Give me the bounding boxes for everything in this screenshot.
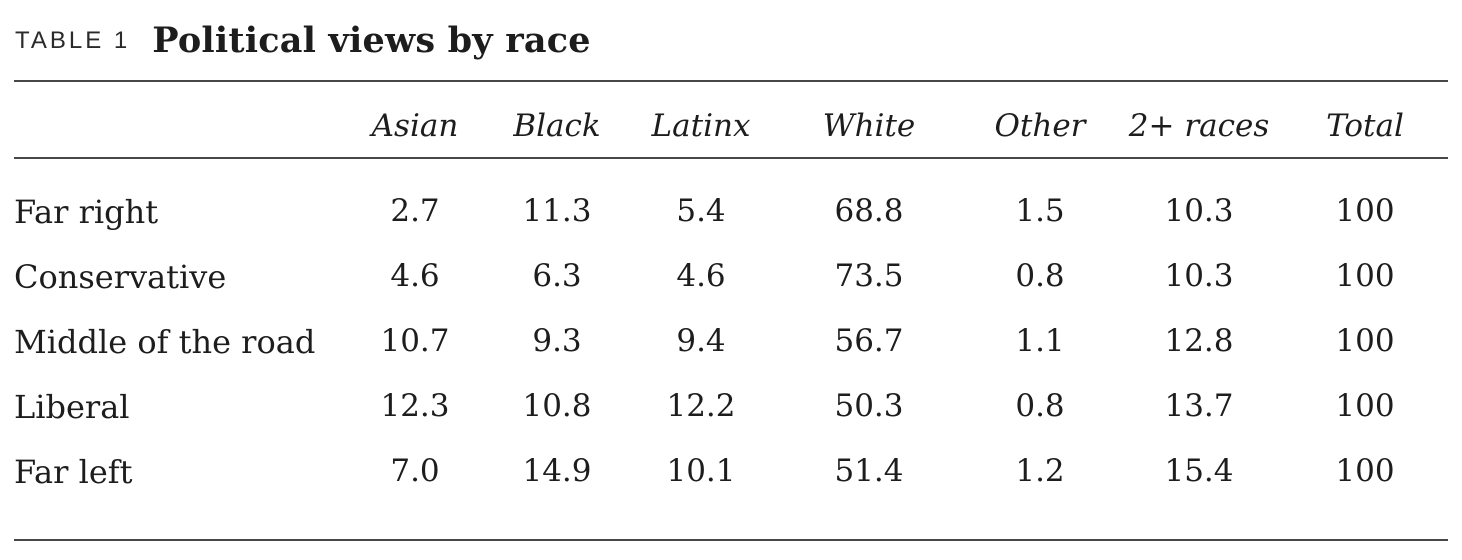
cell-middle-of-the-road-asian: 10.7 xyxy=(380,323,450,359)
cell-far-right-asian: 2.7 xyxy=(390,193,440,229)
column-header-asian: Asian xyxy=(371,108,459,144)
cell-far-left-total: 100 xyxy=(1335,453,1395,489)
cell-liberal-white: 50.3 xyxy=(834,388,904,424)
cell-far-right-white: 68.8 xyxy=(834,193,904,229)
row-label-far-left: Far left xyxy=(14,452,133,491)
cell-conservative-latinx: 4.6 xyxy=(676,258,726,294)
cell-far-left-2-races: 15.4 xyxy=(1164,453,1234,489)
column-header-white: White xyxy=(822,108,916,144)
cell-far-left-latinx: 10.1 xyxy=(666,453,736,489)
cell-liberal-black: 10.8 xyxy=(522,388,592,424)
cell-far-right-2-races: 10.3 xyxy=(1164,193,1234,229)
column-header-other: Other xyxy=(994,108,1086,144)
table-number-label: TABLE 1 xyxy=(15,27,131,54)
cell-far-left-asian: 7.0 xyxy=(390,453,440,489)
row-label-liberal: Liberal xyxy=(14,387,130,426)
cell-middle-of-the-road-2-races: 12.8 xyxy=(1164,323,1234,359)
cell-liberal-latinx: 12.2 xyxy=(666,388,736,424)
table-row-middle-of-the-road: Middle of the road 10.7 9.3 9.4 56.7 1.1 12.8 1… xyxy=(14,309,1448,374)
column-header-latinx: Latinx xyxy=(651,108,751,144)
row-label-far-right: Far right xyxy=(14,192,159,231)
table-row-conservative: Conservative 4.6 6.3 4.6 73.5 0.8 10.3 100 xyxy=(14,244,1448,309)
column-header-2-races: 2+ races xyxy=(1128,108,1270,144)
row-label-middle-of-the-road: Middle of the road xyxy=(14,322,316,361)
table-row-liberal: Liberal 12.3 10.8 12.2 50.3 0.8 13.7 100 xyxy=(14,374,1448,439)
cell-far-right-other: 1.5 xyxy=(1015,193,1065,229)
cell-far-right-black: 11.3 xyxy=(522,193,592,229)
row-label-conservative: Conservative xyxy=(14,257,227,296)
column-header-total: Total xyxy=(1326,108,1404,144)
cell-far-right-total: 100 xyxy=(1335,193,1395,229)
cell-conservative-black: 6.3 xyxy=(532,258,582,294)
cell-liberal-asian: 12.3 xyxy=(380,388,450,424)
cell-conservative-2-races: 10.3 xyxy=(1164,258,1234,294)
column-header-black: Black xyxy=(513,108,601,144)
table-row-far-left: Far left 7.0 14.9 10.1 51.4 1.2 15.4 100 xyxy=(14,439,1448,540)
cell-conservative-asian: 4.6 xyxy=(390,258,440,294)
cell-conservative-white: 73.5 xyxy=(834,258,904,294)
cell-liberal-total: 100 xyxy=(1335,388,1395,424)
cell-far-left-other: 1.2 xyxy=(1015,453,1065,489)
cell-middle-of-the-road-black: 9.3 xyxy=(532,323,582,359)
table-title: Political views by race xyxy=(152,19,591,61)
political-views-by-race-table: Asian Black Latinx White Other 2+ races Total … xyxy=(14,80,1448,541)
cell-far-right-latinx: 5.4 xyxy=(676,193,726,229)
table-row-far-right: Far right 2.7 11.3 5.4 68.8 1.5 10.3 100 xyxy=(14,158,1448,244)
corner-cell xyxy=(14,81,344,158)
cell-middle-of-the-road-total: 100 xyxy=(1335,323,1395,359)
header-row: Asian Black Latinx White Other 2+ races Total xyxy=(14,81,1448,158)
cell-liberal-2-races: 13.7 xyxy=(1164,388,1234,424)
cell-middle-of-the-road-other: 1.1 xyxy=(1015,323,1065,359)
cell-conservative-total: 100 xyxy=(1335,258,1395,294)
cell-far-left-black: 14.9 xyxy=(522,453,592,489)
cell-liberal-other: 0.8 xyxy=(1015,388,1065,424)
table-caption: TABLE 1 Political views by race xyxy=(14,0,1448,80)
cell-middle-of-the-road-latinx: 9.4 xyxy=(676,323,726,359)
table-body: Far right 2.7 11.3 5.4 68.8 1.5 10.3 100 Conserv… xyxy=(14,158,1448,540)
cell-middle-of-the-road-white: 56.7 xyxy=(834,323,904,359)
cell-far-left-white: 51.4 xyxy=(834,453,904,489)
cell-conservative-other: 0.8 xyxy=(1015,258,1065,294)
